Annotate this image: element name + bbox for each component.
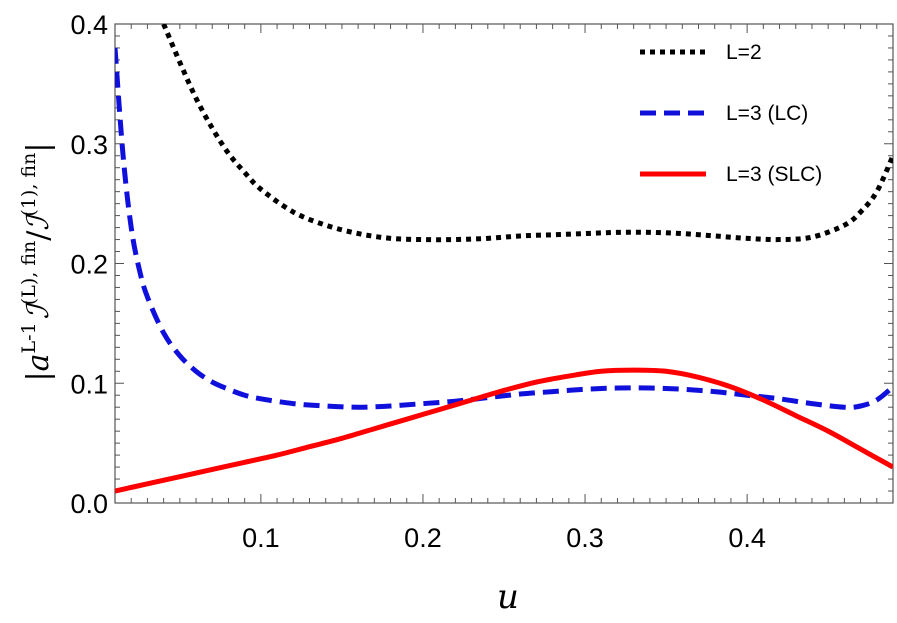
- series-line-l3-lc: [115, 47, 893, 410]
- y-axis-title-a: a: [21, 353, 56, 371]
- y-tick-label: 0.3: [70, 130, 108, 160]
- y-tick-label: 0.4: [70, 10, 108, 40]
- y-axis-title-slash: /: [21, 230, 56, 241]
- legend: L=2 L=3 (LC) L=3 (SLC): [640, 41, 822, 186]
- y-axis-title-i2-sup: (1), fin: [18, 153, 40, 217]
- legend-label-l3-slc: L=3 (SLC): [726, 163, 822, 186]
- x-tick-label: 0.2: [404, 523, 442, 553]
- tick-labels: 0.1 0.2 0.3 0.4 0.0 0.1 0.2 0.3 0.4: [70, 10, 765, 553]
- x-tick-label: 0.4: [728, 523, 766, 553]
- y-tick-label: 0.2: [70, 250, 108, 280]
- y-axis-title-bar-end: |: [21, 143, 56, 153]
- y-axis-title-bar: |: [21, 371, 56, 381]
- plot-border: [114, 23, 894, 504]
- axis-ticks: [114, 23, 894, 504]
- x-axis-title: u: [497, 577, 519, 617]
- x-tick-label: 0.3: [566, 523, 604, 553]
- x-tick-label: 0.1: [242, 523, 280, 553]
- series-layer: [115, 24, 893, 494]
- series-line-l2: [161, 24, 893, 243]
- legend-label-l3-lc: L=3 (LC): [726, 102, 808, 125]
- y-axis-title-a-sup: L-1: [18, 322, 40, 353]
- series-line-l3-slc: [115, 367, 893, 494]
- y-tick-label: 0.0: [70, 489, 108, 519]
- legend-label-l2: L=2: [726, 41, 762, 64]
- plot-frame: [114, 23, 894, 504]
- y-axis-title: |aL-1ℐ(L), fin/ℐ(1), fin|: [18, 143, 56, 382]
- y-axis-title-i1-sup: (L), fin: [18, 241, 40, 305]
- y-tick-label: 0.1: [70, 369, 108, 399]
